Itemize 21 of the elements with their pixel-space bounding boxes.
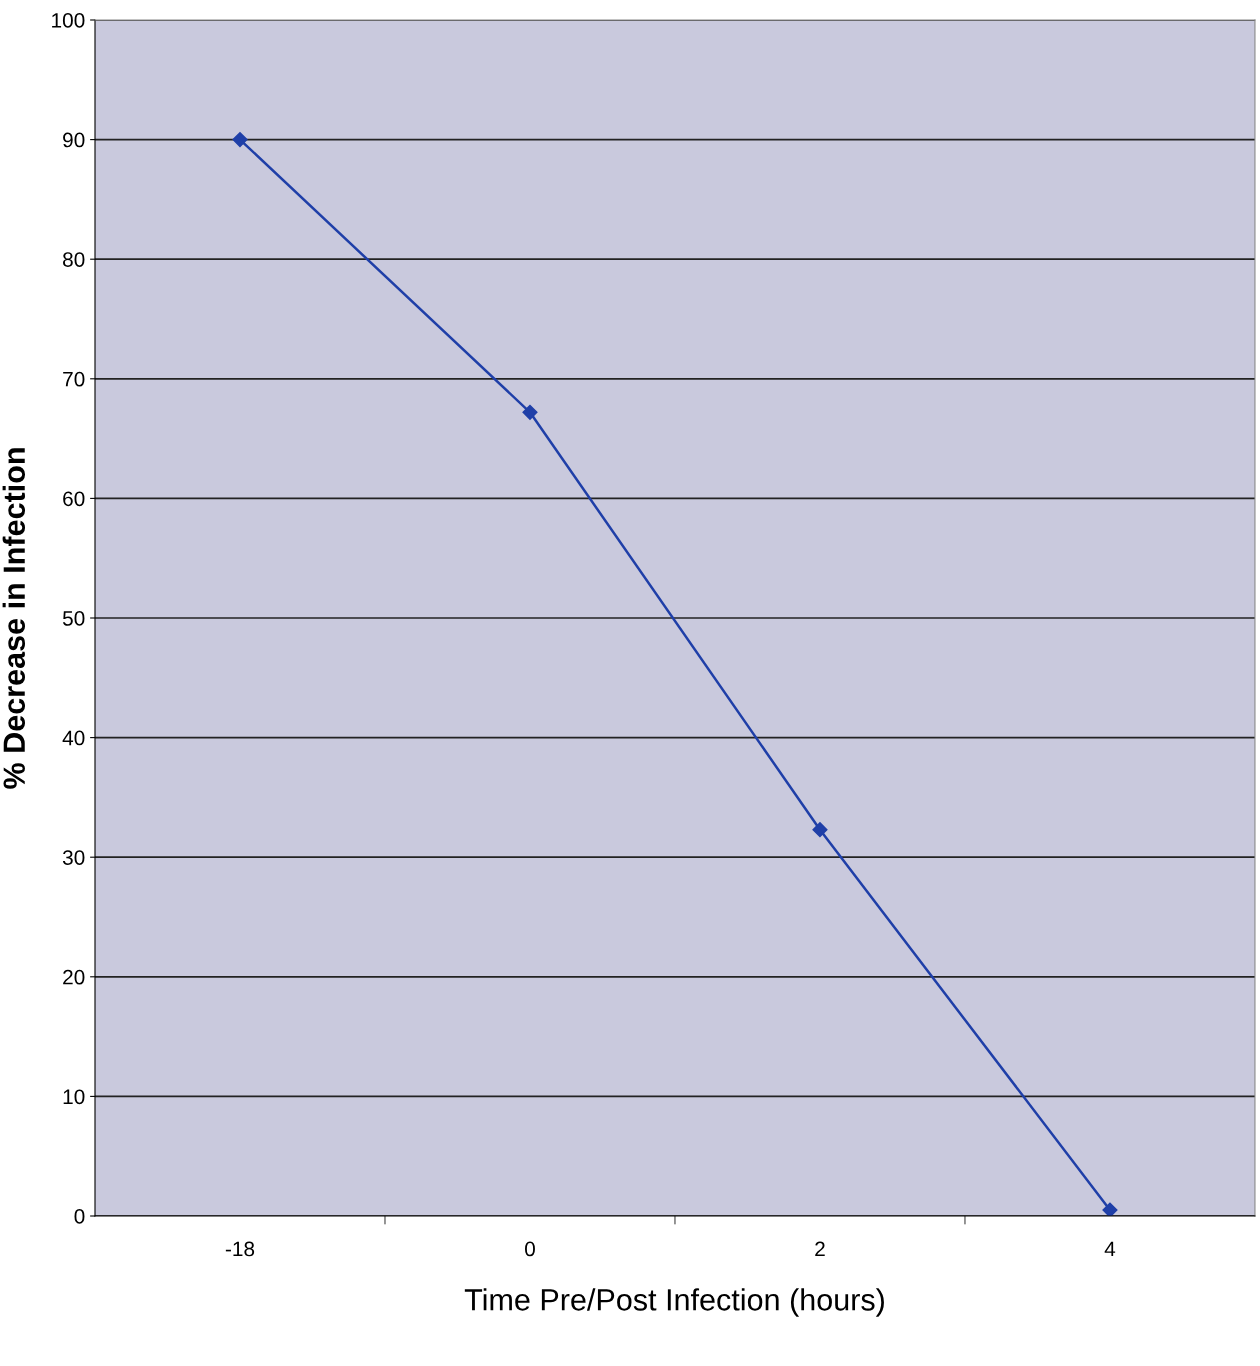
y-tick-label: 60	[63, 491, 85, 507]
x-axis-title: Time Pre/Post Infection (hours)	[464, 1288, 884, 1317]
x-tick-label: 0	[525, 1241, 535, 1257]
x-tick-label: 4	[1104, 1241, 1116, 1257]
x-tick-label: -18	[225, 1241, 255, 1257]
point	[1102, 1202, 1118, 1216]
y-tick-label: 80	[63, 252, 85, 267]
y-tick-label: 10	[63, 1089, 85, 1105]
y-tick-label: 70	[63, 371, 85, 387]
x-tick-label: 2	[815, 1241, 825, 1257]
y-tick-label: 90	[63, 132, 85, 148]
point	[812, 822, 828, 838]
y-axis-title: % Decrease in Infection	[2, 448, 26, 789]
y-tick-label: 40	[62, 730, 85, 746]
point	[522, 404, 538, 420]
y-tick-label: 30	[62, 850, 85, 865]
point	[232, 132, 248, 148]
y-tick-label: 20	[63, 969, 85, 985]
y-tick-label: 100	[52, 13, 85, 28]
y-tick-label: 0	[74, 1209, 85, 1224]
y-tick-label: 50	[62, 611, 85, 626]
